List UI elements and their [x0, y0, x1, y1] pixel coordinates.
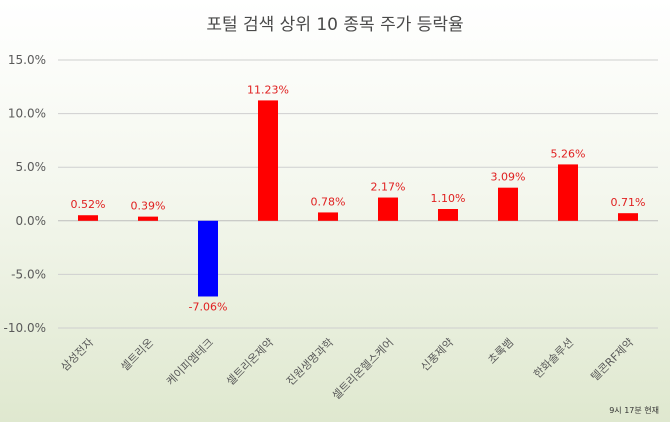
bar-5: [318, 212, 338, 221]
bar-4: [258, 100, 278, 221]
y-tick-label: 10.0%: [8, 107, 46, 121]
category-label: 셀트리온: [118, 336, 156, 374]
y-tick-label: 0.0%: [16, 214, 47, 228]
data-label: 2.17%: [371, 181, 406, 194]
data-label: 0.71%: [611, 196, 646, 209]
y-tick-label: -5.0%: [11, 267, 46, 281]
data-label: 0.78%: [311, 195, 346, 208]
y-tick-label: 15.0%: [8, 53, 46, 67]
data-label: 0.52%: [71, 198, 106, 211]
category-label: 삼성전자: [58, 336, 96, 374]
category-label: 진원생명과학: [284, 336, 336, 388]
footnote: 9시 17분 현재: [609, 406, 659, 415]
data-label: 3.09%: [491, 171, 526, 184]
bars: [78, 100, 638, 297]
category-label: 케이피엠테크: [164, 336, 216, 388]
category-label: 초록뱀: [485, 336, 516, 367]
category-label: 신풍제약: [418, 335, 457, 374]
y-axis-ticks: 15.0% 10.0% 5.0% 0.0% -5.0% -10.0%: [4, 53, 46, 335]
y-tick-label: 5.0%: [16, 160, 47, 174]
bar-9: [558, 164, 578, 221]
data-labels: 0.52% 0.39% -7.06% 11.23% 0.78% 2.17% 1.10% 3.0…: [71, 83, 646, 313]
category-label: 텔콘RF제약: [588, 335, 636, 383]
data-label: 1.10%: [431, 192, 466, 205]
data-label: 0.39%: [131, 200, 166, 213]
bar-1: [78, 215, 98, 221]
bar-6: [378, 197, 398, 221]
category-label: 셀트리온제약: [223, 335, 276, 388]
bar-7: [438, 209, 458, 221]
y-tick-label: -10.0%: [4, 321, 46, 335]
data-label: 11.23%: [247, 83, 289, 96]
data-label: -7.06%: [189, 300, 228, 313]
category-label: 한화솔루션: [531, 336, 576, 381]
bar-2: [138, 216, 158, 221]
bar-8: [498, 187, 518, 221]
bar-3: [198, 220, 218, 297]
chart-title: 포털 검색 상위 10 종목 주가 등락율: [206, 15, 463, 35]
bar-10: [618, 213, 638, 221]
category-label: 셀트리온헬스케어: [330, 336, 396, 402]
data-label: 5.26%: [551, 147, 586, 160]
